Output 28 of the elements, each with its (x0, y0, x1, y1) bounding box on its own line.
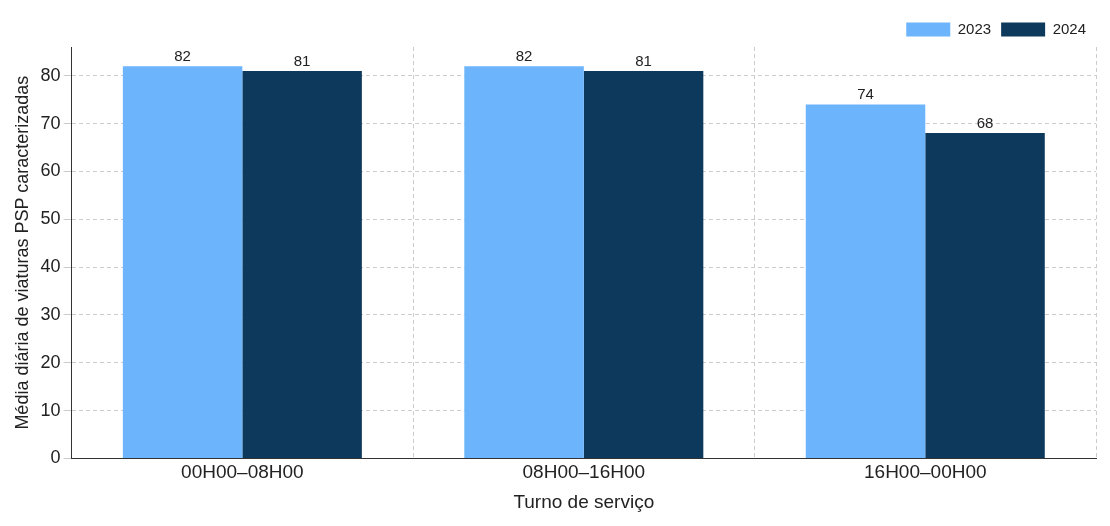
data-label: 82 (174, 46, 191, 64)
bar (122, 66, 243, 458)
y-tick-label: 60 (40, 160, 61, 181)
y-tick-label: 20 (40, 351, 61, 372)
data-label: 82 (515, 46, 533, 64)
bar (242, 70, 362, 458)
bar (805, 104, 926, 458)
x-tick-label: 16H00–00H00 (864, 461, 987, 483)
x-tick-label: 08H00–16H00 (522, 461, 646, 483)
y-tick-label: 0 (50, 447, 61, 468)
legend-label: 2023 (957, 19, 992, 37)
y-tick-label: 80 (40, 64, 61, 85)
legend-label: 2024 (1052, 19, 1087, 37)
data-label: 68 (976, 113, 994, 131)
y-tick-label: 40 (40, 256, 61, 277)
y-tick-label: 50 (40, 208, 61, 229)
bar (925, 133, 1045, 458)
data-label: 81 (293, 51, 311, 69)
y-tick-label: 70 (40, 112, 61, 133)
y-tick-label: 30 (40, 303, 61, 324)
x-axis-title: Turno de serviço (513, 490, 655, 512)
y-tick-label: 10 (40, 399, 61, 420)
x-tick-label: 00H00–08H00 (181, 461, 304, 483)
y-axis-title: Média diária de viaturas PSP caracterizadas (11, 75, 32, 430)
bar (583, 70, 704, 458)
bar (464, 66, 584, 458)
data-label: 74 (857, 85, 874, 103)
data-label: 81 (635, 51, 652, 69)
